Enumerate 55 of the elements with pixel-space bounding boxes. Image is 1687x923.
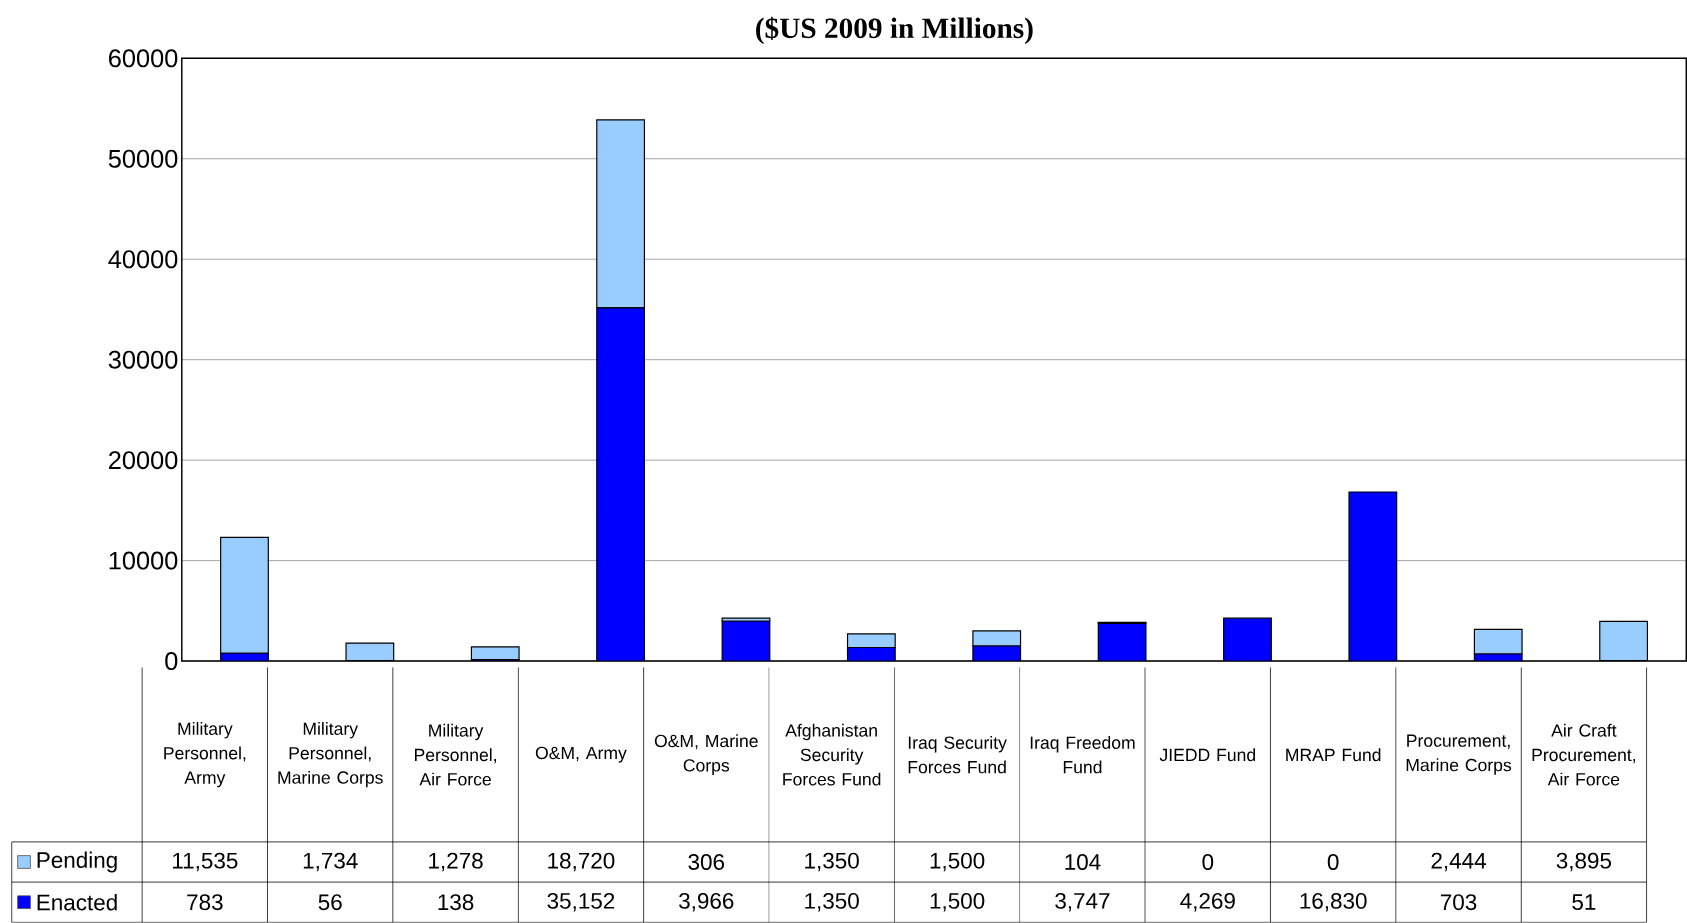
bar <box>1348 491 1398 662</box>
data-label: 1,500 <box>930 852 985 872</box>
data-label: 0 <box>1327 854 1339 871</box>
data-label: 1,500 <box>930 893 985 912</box>
x-tick-label: Procurement, Marine Corps <box>1406 734 1512 775</box>
x-tick-label: MRAP Fund <box>1286 748 1381 762</box>
data-label: 0 <box>1202 854 1214 871</box>
bar <box>596 119 646 309</box>
legend-label: Enacted <box>37 894 117 911</box>
x-tick-label: O&M, Army <box>535 746 627 763</box>
data-label: 3,966 <box>679 893 734 912</box>
data-label: 1,734 <box>303 852 358 872</box>
y-tick-label: 20000 <box>109 451 178 470</box>
bar <box>721 620 771 662</box>
data-label: 3,895 <box>1556 852 1612 872</box>
x-tick-label: O&M, Marine Corps <box>654 734 758 776</box>
data-label: 18,720 <box>548 852 615 872</box>
data-label: 306 <box>688 854 725 871</box>
bar <box>1599 621 1648 662</box>
data-label: 51 <box>1572 894 1596 911</box>
y-tick-label: 30000 <box>108 350 178 369</box>
data-label: 104 <box>1065 854 1101 871</box>
x-tick-label: Military Personnel, Army <box>164 722 246 788</box>
bar <box>1097 623 1147 662</box>
y-tick-label: 10000 <box>109 551 178 570</box>
y-tick-label: 50000 <box>108 149 178 168</box>
data-label: 1,278 <box>429 852 483 872</box>
data-label: 138 <box>438 894 474 911</box>
x-tick-label: Military Personnel, Air Force <box>414 723 496 786</box>
y-tick-label: 40000 <box>108 250 178 269</box>
data-label: 56 <box>318 894 342 911</box>
y-tick-label: 60000 <box>109 49 178 68</box>
bar <box>1473 629 1523 655</box>
bar <box>596 307 646 662</box>
x-tick-label: Afghanistan Security Forces Fund <box>783 723 881 786</box>
bar <box>220 536 269 654</box>
chart-title: ($US 2009 in Millions) <box>756 16 1033 45</box>
x-tick-label: Iraq Security Forces Fund <box>908 736 1007 774</box>
data-label: 16,830 <box>1300 893 1367 912</box>
x-tick-label: Military Personnel, Marine Corps <box>278 722 383 788</box>
x-tick-label: Iraq Freedom Fund <box>1030 736 1135 774</box>
bar <box>1223 617 1272 662</box>
data-label: 2,444 <box>1431 852 1486 872</box>
x-tick-label: JIEDD Fund <box>1159 748 1256 762</box>
data-label: 783 <box>187 894 223 911</box>
data-label: 35,152 <box>547 893 615 912</box>
x-tick-label: Air Craft Procurement, Air Force <box>1532 723 1636 786</box>
data-label: 1,350 <box>805 852 859 872</box>
data-label: 4,269 <box>1180 893 1235 912</box>
legend-label: Pending <box>37 851 117 873</box>
data-label: 3,747 <box>1055 893 1110 912</box>
data-label: 703 <box>1440 894 1477 911</box>
data-label: 11,535 <box>173 852 238 872</box>
y-tick-label: 0 <box>165 652 178 671</box>
data-label: 1,350 <box>805 893 859 912</box>
